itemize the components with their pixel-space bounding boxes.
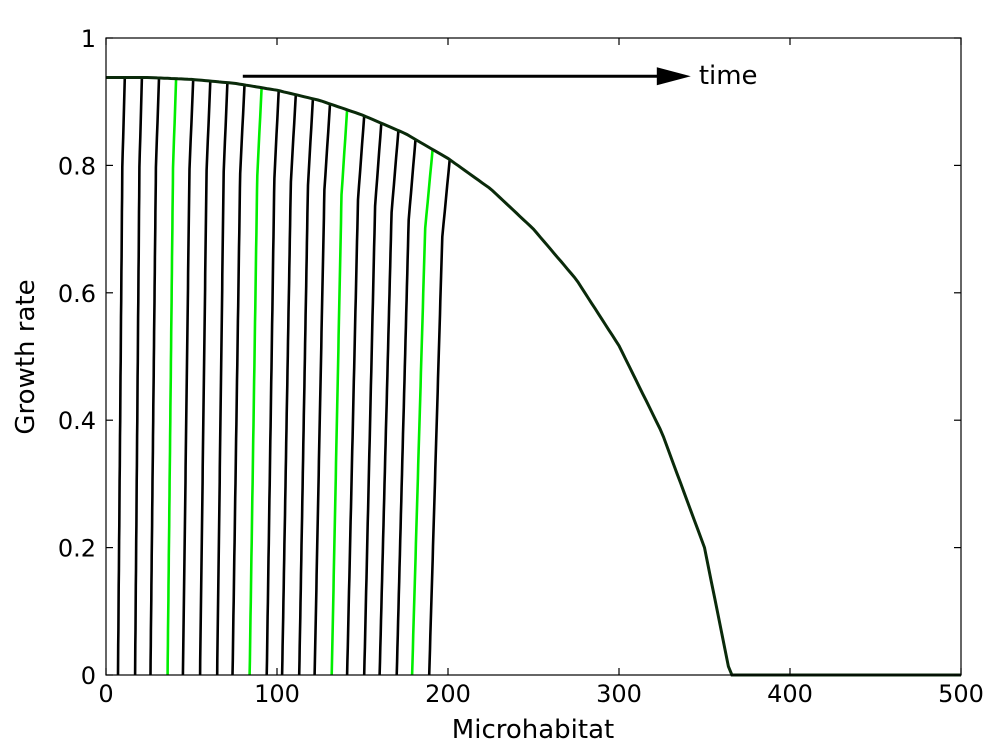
front-line-12: [297, 98, 315, 676]
x-tick-label: 100: [254, 680, 300, 708]
front-line-4: [166, 78, 178, 676]
front-line-11: [280, 94, 298, 676]
time-arrow-head: [656, 67, 691, 86]
front-line-18: [395, 139, 417, 676]
front-line-8: [231, 84, 246, 676]
front-line-17: [378, 130, 400, 676]
axis-ticks: 0 100 200 300 400 500 0 0.2 0.4 0.6 0.8 1: [58, 25, 984, 708]
front-line-3: [149, 77, 161, 676]
y-axis-label: Growth rate: [11, 279, 41, 434]
front-line-14: [330, 109, 349, 676]
front-line-15: [345, 115, 366, 676]
x-tick-label: 500: [938, 680, 984, 708]
front-line-7: [215, 82, 229, 676]
front-line-1: [116, 77, 127, 676]
plot-frame: [105, 37, 962, 676]
front-line-16: [362, 123, 383, 676]
front-line-5: [181, 79, 195, 676]
front-line-2: [133, 77, 144, 676]
front-line-10: [265, 90, 280, 676]
y-tick-label: 0: [81, 662, 96, 690]
time-label: time: [699, 61, 758, 91]
y-tick-label: 0.4: [58, 407, 96, 435]
y-tick-label: 1: [81, 25, 96, 53]
front-line-13: [313, 103, 332, 676]
x-axis-label: Microhabitat: [452, 715, 614, 745]
y-tick-label: 0.2: [58, 535, 96, 563]
x-tick-label: 200: [425, 680, 471, 708]
y-tick-label: 0.6: [58, 280, 96, 308]
x-tick-label: 400: [767, 680, 813, 708]
front-line-19: [410, 149, 434, 676]
time-annotation: time: [242, 61, 758, 91]
front-line-9: [248, 87, 263, 676]
x-tick-label: 300: [596, 680, 642, 708]
front-line-6: [198, 81, 212, 676]
front-line-20: [427, 159, 451, 676]
x-tick-label: 0: [98, 680, 113, 708]
plot-area: [106, 76, 961, 677]
y-tick-label: 0.8: [58, 152, 96, 180]
